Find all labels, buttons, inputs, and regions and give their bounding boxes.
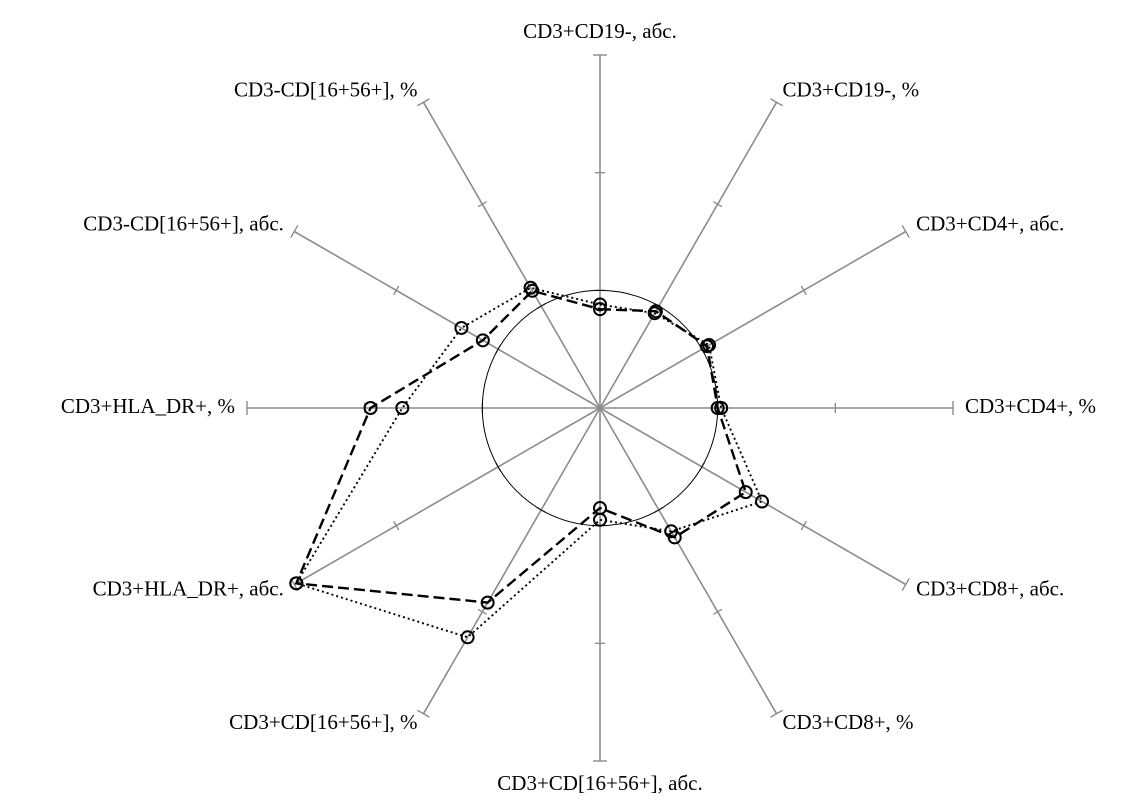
axis-label: CD3+CD[16+56+], абс. [497, 771, 702, 795]
axis-label: CD3+CD[16+56+], % [229, 710, 417, 734]
axis-label: CD3+HLA_DR+, % [61, 394, 235, 418]
axis-labels: CD3+CD19-, абс. CD3+CD19-, % CD3+CD4+, абс… [61, 19, 1096, 795]
axis-label: CD3+CD8+, % [783, 710, 914, 734]
series-dotted-point [702, 338, 717, 353]
axis-spoke [422, 407, 601, 715]
axis-label: CD3+HLA_DR+, абс. [93, 576, 284, 600]
series-dashed-point [480, 595, 495, 610]
axis-label: CD3+CD19-, абс. [523, 19, 677, 43]
series-dotted-point [664, 524, 679, 539]
axis-label: CD3+CD8+, абс. [916, 576, 1064, 600]
axis-tick [393, 520, 400, 531]
radar-spokes [246, 54, 954, 762]
axis-tick [770, 709, 783, 718]
axis-label: CD3+CD4+, абс. [916, 211, 1064, 235]
series-dotted-point [460, 630, 475, 645]
axis-tick [290, 225, 299, 238]
radar-series [289, 280, 770, 645]
axis-tick [901, 578, 910, 591]
axis-spoke [599, 101, 778, 409]
axis-tick [770, 98, 783, 107]
series-dotted-point [454, 320, 469, 335]
axis-label: CD3+CD4+, % [965, 394, 1096, 418]
series-dotted-point [755, 494, 770, 509]
axis-spoke [599, 407, 907, 586]
axis-tick [712, 201, 723, 208]
axis-label: CD3-CD[16+56+], абс. [83, 211, 284, 235]
series-dotted-point [714, 401, 729, 415]
series-dashed-point [475, 333, 490, 348]
series-dotted-point [593, 297, 607, 312]
series-dotted-point [647, 306, 662, 321]
axis-tick [393, 285, 400, 296]
axis-tick [417, 709, 430, 718]
axis-label: CD3+CD19-, % [783, 78, 920, 102]
series-dotted-point [395, 401, 410, 415]
axis-tick [901, 225, 910, 238]
series-dashed-line [294, 289, 748, 604]
axis-tick [417, 98, 430, 107]
axis-spoke [293, 230, 601, 409]
axis-tick [800, 520, 807, 531]
series-dotted-line [294, 286, 764, 639]
series-dashed-point [738, 485, 753, 500]
axis-spoke [599, 230, 907, 409]
axis-spoke [293, 407, 601, 586]
series-dotted-point [289, 576, 304, 591]
axis-tick [477, 201, 488, 208]
axis-tick [477, 608, 488, 615]
series-dotted-point [523, 280, 538, 295]
series-dashed-point [363, 401, 378, 415]
axis-spoke [599, 407, 778, 715]
series-dotted-point [593, 512, 607, 527]
axis-tick [800, 285, 807, 296]
series-dashed-point [593, 302, 607, 317]
axis-tick [712, 608, 723, 615]
axis-spoke [422, 101, 601, 409]
axis-label: CD3-CD[16+56+], % [234, 78, 418, 102]
